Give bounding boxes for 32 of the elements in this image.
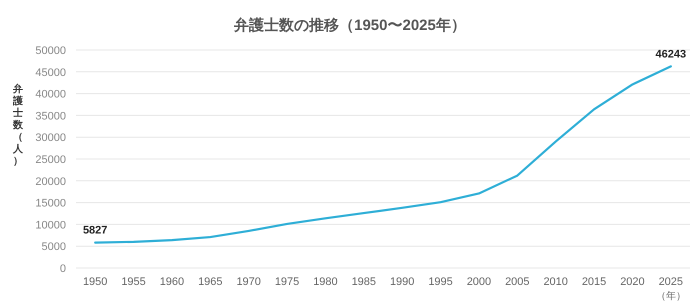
- y-tick-label: 50000: [35, 45, 66, 57]
- x-tick-label: 1995: [428, 276, 453, 288]
- x-tick-label: 2020: [620, 276, 645, 288]
- x-tick-label: 1960: [160, 276, 184, 288]
- x-tick-label: 2025: [658, 276, 684, 288]
- x-tick-label: 1975: [274, 276, 300, 288]
- x-axis-title: （年）: [656, 290, 686, 302]
- y-tick-label: 40000: [35, 88, 66, 101]
- y-axis-title: 弁護士数（人）: [12, 83, 24, 167]
- x-tick-label: 2010: [543, 276, 568, 288]
- x-tick-label: 1965: [198, 276, 223, 288]
- x-tick-label: 1955: [121, 276, 146, 288]
- y-tick-label: 0: [60, 263, 66, 275]
- data-label: 5827: [82, 224, 108, 237]
- x-tick-label: 1985: [352, 276, 376, 288]
- y-tick-label: 35000: [35, 110, 66, 122]
- y-tick-label: 10000: [35, 219, 66, 232]
- x-tick-label: 2005: [505, 276, 530, 288]
- x-tick-label: 2000: [466, 276, 492, 288]
- y-tick-label: 5000: [42, 241, 66, 254]
- y-tick-label: 30000: [35, 132, 66, 144]
- y-tick-label: 45000: [35, 66, 66, 79]
- x-tick-label: 2015: [582, 276, 606, 288]
- x-tick-label: 1990: [390, 276, 414, 288]
- data-label: 46243: [656, 48, 686, 60]
- chart-title: 弁護士数の推移（1950〜2025年）: [233, 17, 466, 34]
- x-tick-label: 1980: [313, 276, 338, 288]
- y-tick-label: 25000: [35, 154, 66, 166]
- y-tick-label: 15000: [35, 198, 66, 210]
- x-tick-label: 1970: [236, 276, 261, 288]
- y-tick-label: 20000: [35, 176, 66, 188]
- x-tick-label: 1950: [82, 276, 108, 288]
